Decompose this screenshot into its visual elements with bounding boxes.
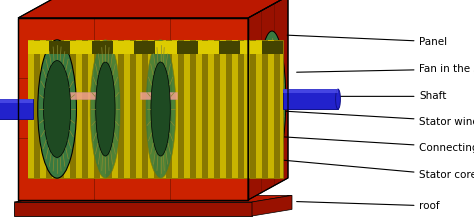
Bar <box>46 40 52 178</box>
Bar <box>232 40 238 178</box>
Bar <box>196 40 202 178</box>
Bar <box>94 40 100 178</box>
Bar <box>40 40 46 178</box>
Bar <box>226 40 232 178</box>
Bar <box>268 40 274 178</box>
Bar <box>178 40 184 178</box>
Bar <box>198 41 219 54</box>
Polygon shape <box>14 195 292 202</box>
Bar <box>177 41 198 54</box>
Bar <box>28 40 34 178</box>
Ellipse shape <box>264 55 280 145</box>
Text: Panel: Panel <box>287 35 447 47</box>
Bar <box>28 41 49 54</box>
Bar <box>70 40 76 178</box>
Bar <box>240 41 262 54</box>
Ellipse shape <box>151 62 170 156</box>
Bar <box>238 40 244 178</box>
Bar <box>124 40 130 178</box>
Ellipse shape <box>336 89 340 109</box>
Bar <box>64 92 101 99</box>
Text: Connecting bars: Connecting bars <box>268 136 474 153</box>
Bar <box>154 40 160 178</box>
Text: Fan in the shaft: Fan in the shaft <box>297 64 474 74</box>
Ellipse shape <box>38 40 76 178</box>
Bar <box>82 40 88 178</box>
Bar <box>0 99 33 119</box>
Bar <box>274 40 280 178</box>
Bar <box>208 40 214 178</box>
Ellipse shape <box>258 31 286 169</box>
Bar <box>262 41 283 54</box>
Bar <box>71 41 92 54</box>
Bar <box>113 41 134 54</box>
Bar <box>283 89 338 109</box>
Bar <box>142 40 148 178</box>
Bar <box>220 40 226 178</box>
Bar <box>184 40 190 178</box>
Bar <box>118 40 124 178</box>
Bar <box>28 40 283 178</box>
Text: Shaft: Shaft <box>316 91 447 101</box>
Bar <box>244 40 250 178</box>
Bar <box>14 202 252 216</box>
Bar <box>112 40 118 178</box>
Bar <box>166 40 172 178</box>
Ellipse shape <box>96 62 115 156</box>
Bar <box>92 41 113 54</box>
Bar <box>214 40 220 178</box>
Polygon shape <box>252 195 292 216</box>
Text: roof: roof <box>297 201 440 211</box>
Bar <box>34 40 40 178</box>
Bar <box>0 99 33 102</box>
Polygon shape <box>248 0 288 200</box>
Bar <box>18 18 248 200</box>
Ellipse shape <box>146 40 176 178</box>
Bar <box>190 40 196 178</box>
Bar <box>58 40 64 178</box>
Ellipse shape <box>44 61 71 157</box>
Bar <box>256 40 262 178</box>
Bar <box>283 89 338 93</box>
Text: Stator core: Stator core <box>283 160 474 180</box>
Bar <box>172 40 178 178</box>
Bar <box>262 40 268 178</box>
Bar <box>76 40 82 178</box>
Bar <box>134 41 155 54</box>
Bar <box>52 40 58 178</box>
Bar <box>140 92 177 99</box>
Bar <box>148 40 154 178</box>
Bar <box>250 40 256 178</box>
Bar <box>49 41 71 54</box>
Bar <box>202 40 208 178</box>
Bar <box>64 40 70 178</box>
Bar <box>160 40 166 178</box>
Bar <box>136 40 142 178</box>
Bar <box>130 40 136 178</box>
Bar <box>100 40 106 178</box>
Bar <box>155 41 177 54</box>
Ellipse shape <box>90 40 120 178</box>
Text: Stator windings: Stator windings <box>278 111 474 127</box>
Polygon shape <box>18 0 288 18</box>
Bar <box>88 40 94 178</box>
Bar <box>106 40 112 178</box>
Bar <box>18 18 248 200</box>
Bar <box>219 41 240 54</box>
